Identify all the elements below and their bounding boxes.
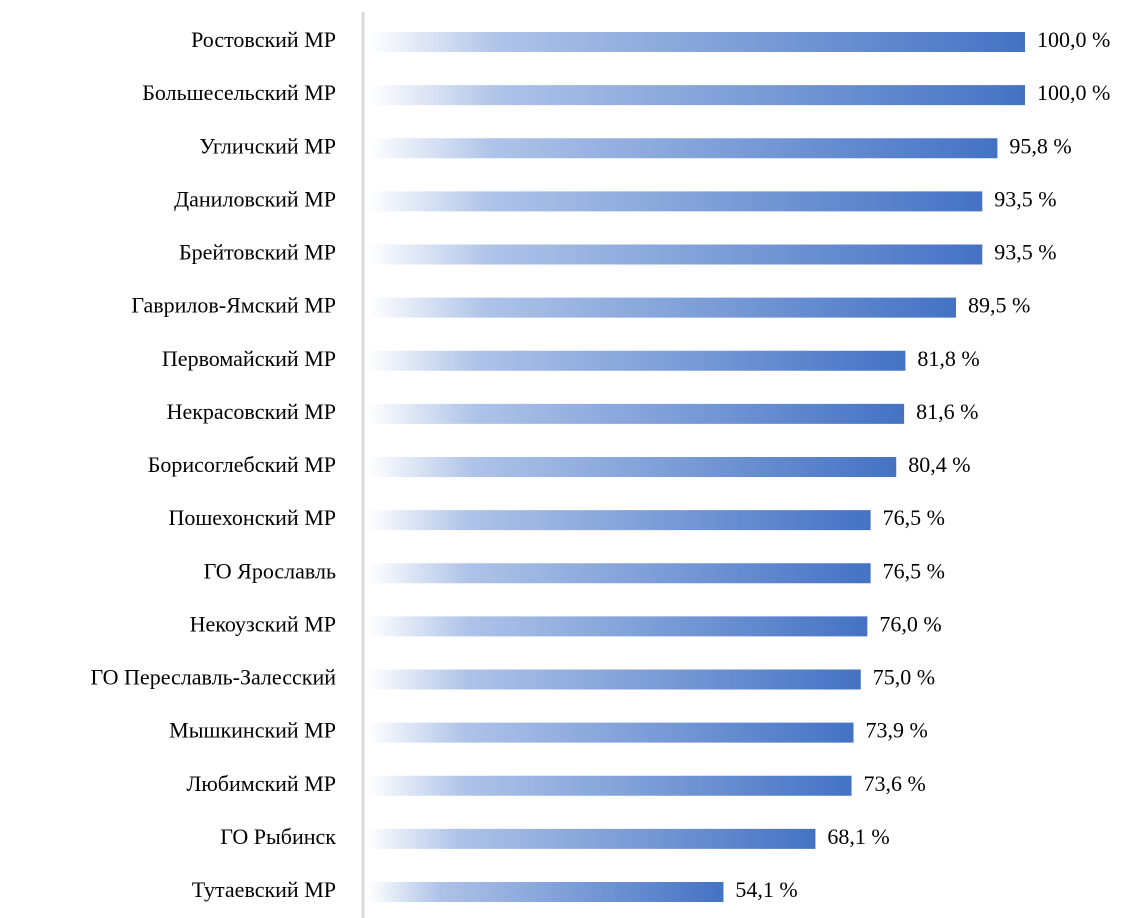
category-label: ГО Переславль-Залесский [90,665,336,690]
bar [368,669,861,690]
category-label: Некрасовский МР [167,399,336,424]
bar [368,244,983,265]
value-label: 80,4 % [908,452,970,477]
bar [368,350,906,371]
bar [368,138,998,159]
bar [368,510,871,531]
category-label: Борисоглебский МР [148,452,336,477]
category-label: Угличский МР [199,133,336,158]
bar [368,297,957,318]
value-label: 68,1 % [827,824,889,849]
value-label: 89,5 % [968,293,1030,318]
category-label: Любимский МР [186,771,336,796]
category-label: Ростовский МР [191,27,336,52]
value-label: 95,8 % [1009,133,1071,158]
value-label: 76,5 % [883,505,945,530]
value-label: 93,5 % [994,186,1056,211]
category-label: Тутаевский МР [192,877,336,902]
category-label: Гаврилов-Ямский МР [131,293,336,318]
category-label: Пошехонский МР [168,505,336,530]
category-label: Первомайский МР [162,346,336,371]
bar [368,563,871,584]
value-label: 100,0 % [1037,27,1110,52]
bar [368,191,983,212]
category-label: Брейтовский МР [179,240,336,265]
bar [368,403,905,424]
value-label: 93,5 % [994,240,1056,265]
value-label: 100,0 % [1037,80,1110,105]
value-label: 75,0 % [873,665,935,690]
value-label: 73,6 % [864,771,926,796]
value-label: 54,1 % [735,877,797,902]
category-label: ГО Ярославль [204,558,336,583]
value-label: 76,5 % [883,558,945,583]
category-label: ГО Рыбинск [220,824,336,849]
value-label: 76,0 % [879,611,941,636]
bar [368,85,1025,106]
bar [368,32,1025,52]
bar [368,457,897,477]
category-label: Большесельский МР [142,80,336,105]
value-label: 81,8 % [917,346,979,371]
category-label: Некоузский МР [190,611,336,636]
bar [368,882,724,902]
bar [368,775,852,796]
category-label: Мышкинский МР [169,718,336,743]
category-label: Даниловский МР [174,186,336,211]
value-label: 81,6 % [916,399,978,424]
bar [368,616,868,637]
bar [368,722,854,743]
value-label: 73,9 % [866,718,928,743]
bar [368,828,816,849]
